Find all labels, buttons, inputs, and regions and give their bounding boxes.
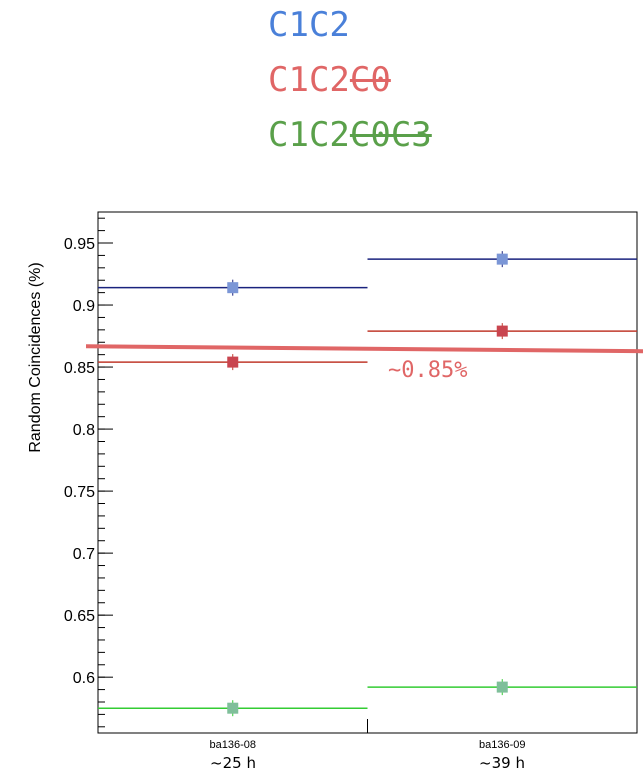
y-tick-label: 0.9	[73, 298, 95, 315]
plot-frame	[97, 211, 638, 734]
reference-annotation: ~0.85%	[388, 358, 467, 383]
x-category-label: ba136-09	[479, 739, 526, 751]
series-marker	[227, 702, 239, 714]
y-tick-label: 0.7	[73, 546, 95, 563]
y-tick-label: 0.6	[73, 670, 95, 687]
y-tick-label: 0.85	[64, 360, 95, 377]
x-category-label: ba136-08	[210, 739, 257, 751]
series-marker	[227, 356, 239, 368]
legend-entry-c1c2-c0c3: C1C2C0C3	[268, 118, 432, 152]
reference-line	[85, 344, 643, 354]
y-tick-label: 0.95	[64, 236, 95, 253]
legend-entry-struck: C0	[349, 60, 391, 100]
bin-sublabel: ~39 h	[479, 754, 525, 772]
legend-entry-c1c2-c0: C1C2C0	[268, 63, 391, 97]
series-marker	[496, 253, 508, 265]
legend-entry-struck: C0C3	[349, 115, 432, 155]
series-marker	[227, 282, 239, 294]
y-tick-label: 0.8	[73, 422, 95, 439]
y-tick-label: 0.65	[64, 608, 95, 625]
series-marker	[496, 325, 508, 337]
legend-entry-base: C1C2	[268, 5, 350, 45]
plot-area: 0.6 0.65 0.7 0.75 0.8 0.85 0.9 0.95 Random Coinc…	[27, 211, 643, 751]
y-tick-label: 0.75	[64, 484, 95, 501]
legend-entry-base: C1C2	[268, 60, 350, 100]
legend-entry-c1c2: C1C2	[268, 8, 350, 42]
series-marker	[496, 681, 508, 693]
y-axis-label: Random Coincidences (%)	[27, 262, 44, 452]
legend-entry-base: C1C2	[268, 115, 350, 155]
bin-sublabel: ~25 h	[210, 754, 256, 772]
